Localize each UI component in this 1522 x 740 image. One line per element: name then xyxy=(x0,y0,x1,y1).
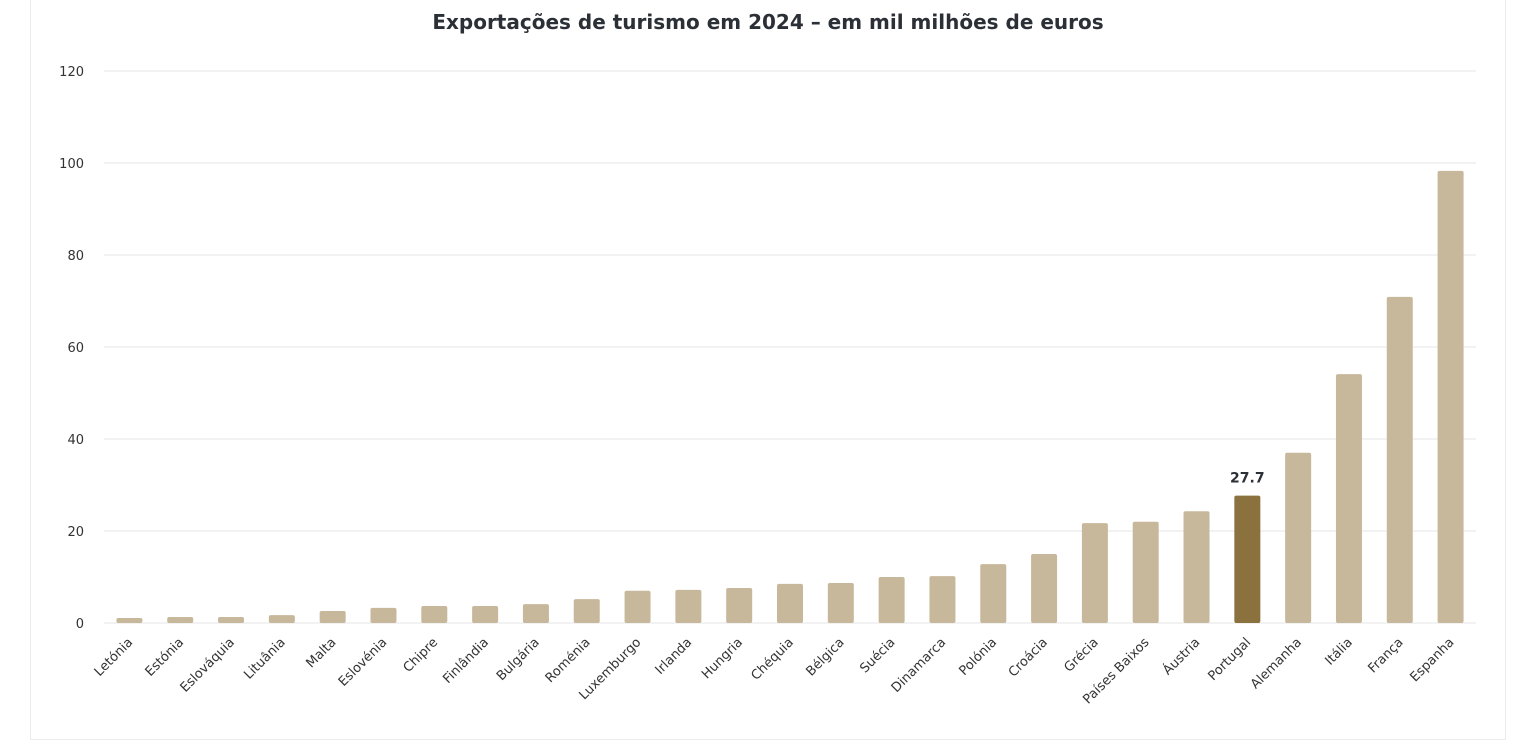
bar-Países Baixos[interactable] xyxy=(1132,521,1159,623)
bar-Bulgária[interactable] xyxy=(522,604,549,623)
x-tick-label: Polónia xyxy=(956,635,1000,679)
bar-Malta[interactable] xyxy=(319,611,346,623)
bar-Finlândia[interactable] xyxy=(472,605,499,623)
bar-Grécia[interactable] xyxy=(1081,523,1108,623)
bar-Bélgica[interactable] xyxy=(827,582,854,623)
bar-Eslovénia[interactable] xyxy=(370,607,397,623)
x-tick-label: Croácia xyxy=(1006,635,1051,680)
y-tick-label: 80 xyxy=(67,249,84,264)
x-tick-label: Finlândia xyxy=(440,635,492,687)
y-tick-label: 100 xyxy=(59,157,84,172)
x-tick-label: Chipre xyxy=(401,635,441,675)
x-tick-label: Eslovénia xyxy=(336,635,390,689)
data-label: 27.7 xyxy=(1230,471,1265,487)
x-tick-label: Letónia xyxy=(92,635,136,679)
x-tick-label: Estónia xyxy=(143,635,187,679)
bar-Roménia[interactable] xyxy=(573,599,600,623)
x-tick-label: Hungria xyxy=(699,635,746,682)
x-tick-label: Chéquia xyxy=(748,635,796,683)
x-tick-label: Bulgária xyxy=(494,635,543,684)
bar-Lituânia[interactable] xyxy=(268,615,295,623)
bar-Eslováquia[interactable] xyxy=(218,617,245,623)
x-tick-label: Grécia xyxy=(1062,635,1102,675)
y-tick-label: 0 xyxy=(76,617,84,632)
bar-Luxemburgo[interactable] xyxy=(624,590,651,623)
y-tick-label: 120 xyxy=(59,65,84,80)
bar-Itália[interactable] xyxy=(1335,374,1362,623)
bar-Áustria[interactable] xyxy=(1183,511,1210,623)
bar-Chéquia[interactable] xyxy=(777,583,803,623)
bar-Irlanda[interactable] xyxy=(675,589,702,623)
y-tick-label: 40 xyxy=(67,433,84,448)
bar-Croácia[interactable] xyxy=(1031,554,1058,623)
bar-Chipre[interactable] xyxy=(421,605,448,623)
bar-França[interactable] xyxy=(1386,296,1413,623)
x-tick-label: Suécia xyxy=(857,635,898,676)
x-tick-label: Malta xyxy=(304,635,340,671)
x-tick-label: Alemanha xyxy=(1248,635,1305,692)
x-tick-label: França xyxy=(1365,635,1406,676)
bar-Portugal[interactable] xyxy=(1234,495,1261,623)
bar-Espanha[interactable] xyxy=(1437,170,1464,623)
x-tick-label: Itália xyxy=(1322,635,1355,668)
x-tick-label: Roménia xyxy=(543,635,594,686)
x-tick-label: Portugal xyxy=(1205,635,1254,684)
bar-Dinamarca[interactable] xyxy=(929,576,956,623)
y-tick-label: 20 xyxy=(67,525,84,540)
bar-Estónia[interactable] xyxy=(167,617,194,623)
x-tick-label: Dinamarca xyxy=(889,635,950,696)
bar-Suécia[interactable] xyxy=(878,577,905,623)
x-tick-label: Irlanda xyxy=(653,635,696,678)
x-tick-label: Bélgica xyxy=(803,635,847,679)
x-tick-label: Eslováquia xyxy=(178,635,238,695)
bar-Letónia[interactable] xyxy=(116,617,143,623)
x-tick-label: Espanha xyxy=(1407,635,1457,685)
chart-title: Exportações de turismo em 2024 – em mil … xyxy=(432,10,1103,34)
bar-Hungria[interactable] xyxy=(726,588,753,623)
bar-Alemanha[interactable] xyxy=(1285,452,1312,623)
bar-Polónia[interactable] xyxy=(980,564,1007,623)
y-tick-label: 60 xyxy=(67,341,84,356)
x-tick-label: Lituânia xyxy=(241,635,288,682)
x-tick-label: Áustria xyxy=(1160,635,1204,679)
